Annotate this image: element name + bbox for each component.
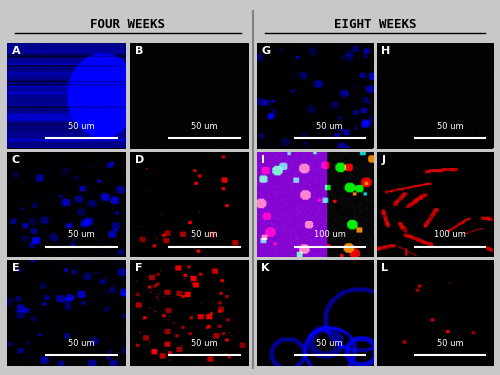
Text: 50 um: 50 um [436, 339, 464, 348]
Text: D: D [134, 154, 144, 165]
Text: FOUR WEEKS: FOUR WEEKS [90, 18, 165, 31]
Text: 50 um: 50 um [316, 122, 343, 130]
Text: H: H [382, 46, 390, 56]
Text: C: C [12, 154, 20, 165]
Text: 50 um: 50 um [68, 122, 95, 130]
Text: 50 um: 50 um [191, 339, 218, 348]
Text: 50 um: 50 um [316, 339, 343, 348]
Text: 100 um: 100 um [314, 230, 346, 239]
Text: 50 um: 50 um [436, 122, 464, 130]
Text: K: K [261, 263, 270, 273]
Text: EIGHT WEEKS: EIGHT WEEKS [334, 18, 416, 31]
Text: F: F [134, 263, 142, 273]
Text: B: B [134, 46, 143, 56]
Text: I: I [261, 154, 265, 165]
Text: L: L [382, 263, 388, 273]
Text: 50 um: 50 um [191, 122, 218, 130]
Text: 100 um: 100 um [434, 230, 466, 239]
Text: 50 um: 50 um [191, 230, 218, 239]
Text: 50 um: 50 um [68, 339, 95, 348]
Text: E: E [12, 263, 20, 273]
Text: 50 um: 50 um [68, 230, 95, 239]
Text: J: J [382, 154, 386, 165]
Text: A: A [12, 46, 20, 56]
Text: G: G [261, 46, 270, 56]
